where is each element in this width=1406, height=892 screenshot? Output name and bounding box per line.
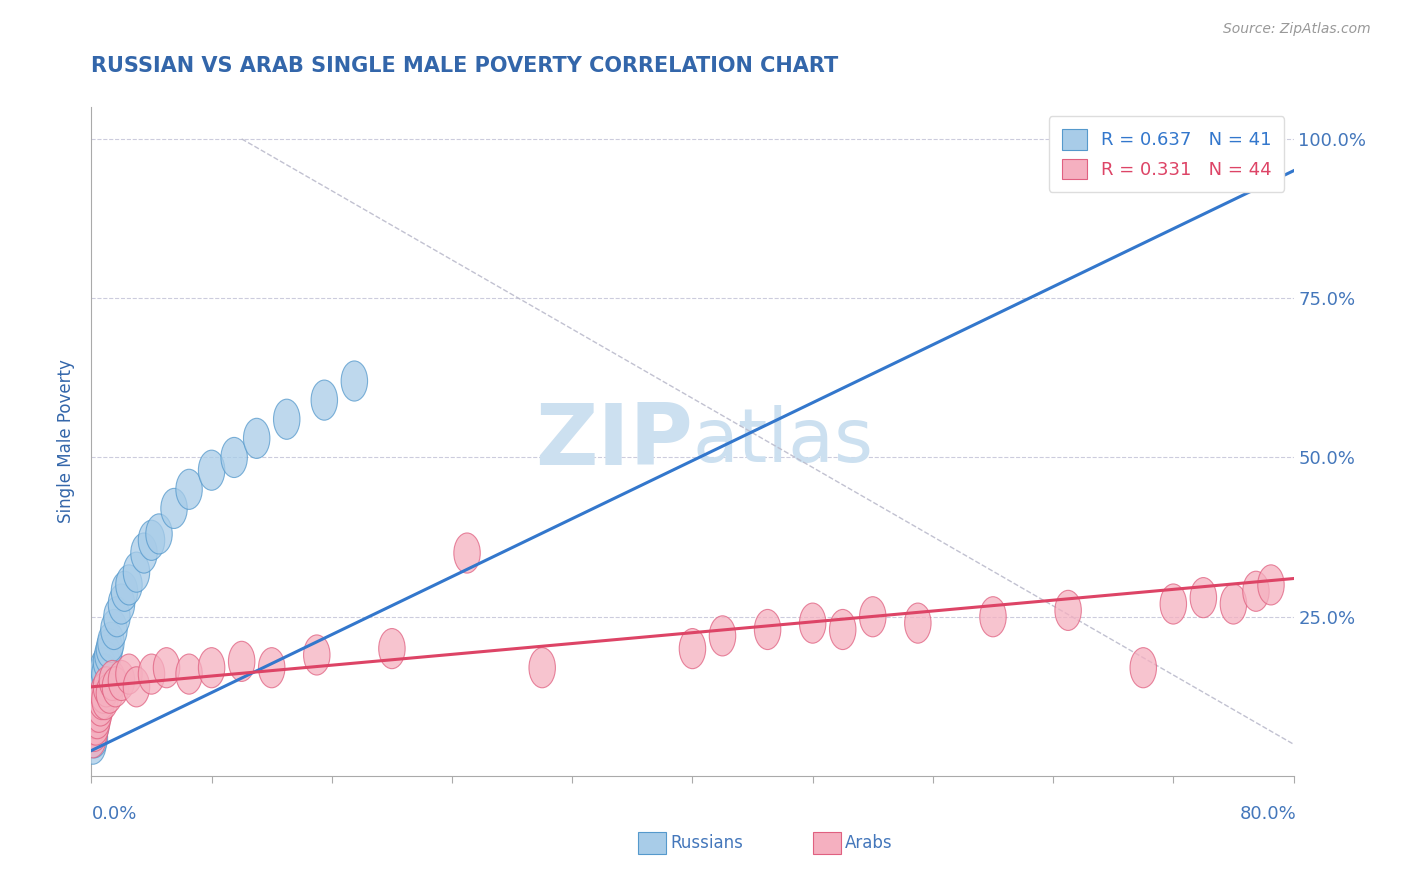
Ellipse shape <box>97 623 124 662</box>
Ellipse shape <box>87 660 114 700</box>
Text: RUSSIAN VS ARAB SINGLE MALE POVERTY CORRELATION CHART: RUSSIAN VS ARAB SINGLE MALE POVERTY CORR… <box>91 56 838 76</box>
Ellipse shape <box>104 597 131 637</box>
Ellipse shape <box>198 648 225 688</box>
Ellipse shape <box>90 648 117 688</box>
Ellipse shape <box>1243 571 1270 611</box>
Ellipse shape <box>228 641 254 681</box>
Ellipse shape <box>93 641 120 681</box>
Ellipse shape <box>84 673 111 714</box>
Ellipse shape <box>153 648 180 688</box>
Ellipse shape <box>115 654 142 694</box>
Ellipse shape <box>259 648 285 688</box>
Ellipse shape <box>124 667 149 706</box>
Ellipse shape <box>91 680 118 720</box>
Ellipse shape <box>96 673 122 714</box>
Ellipse shape <box>83 680 110 720</box>
Ellipse shape <box>221 437 247 477</box>
Ellipse shape <box>91 654 118 694</box>
Ellipse shape <box>89 667 115 706</box>
Ellipse shape <box>800 603 825 643</box>
Ellipse shape <box>709 615 735 656</box>
Ellipse shape <box>83 692 110 732</box>
Text: atlas: atlas <box>692 405 873 478</box>
Ellipse shape <box>80 724 105 764</box>
Ellipse shape <box>86 692 112 732</box>
Ellipse shape <box>160 489 187 528</box>
Ellipse shape <box>82 712 108 751</box>
Ellipse shape <box>198 450 225 491</box>
Ellipse shape <box>100 660 125 700</box>
Ellipse shape <box>80 718 105 758</box>
Ellipse shape <box>176 654 202 694</box>
Ellipse shape <box>1054 591 1081 631</box>
Ellipse shape <box>82 692 108 732</box>
Ellipse shape <box>94 635 121 675</box>
Ellipse shape <box>1189 578 1216 617</box>
Y-axis label: Single Male Poverty: Single Male Poverty <box>58 359 76 524</box>
Ellipse shape <box>342 361 367 401</box>
Ellipse shape <box>80 705 105 745</box>
Ellipse shape <box>108 660 135 700</box>
Ellipse shape <box>311 380 337 420</box>
Ellipse shape <box>454 533 481 574</box>
Ellipse shape <box>82 698 108 739</box>
Ellipse shape <box>101 609 127 649</box>
Text: Russians: Russians <box>671 834 744 852</box>
Ellipse shape <box>755 609 780 649</box>
Ellipse shape <box>84 692 111 732</box>
Ellipse shape <box>89 654 115 694</box>
Ellipse shape <box>529 648 555 688</box>
Text: 80.0%: 80.0% <box>1240 805 1296 822</box>
Ellipse shape <box>111 571 138 611</box>
Ellipse shape <box>96 629 122 669</box>
Ellipse shape <box>980 597 1007 637</box>
Ellipse shape <box>1160 584 1187 624</box>
Ellipse shape <box>89 680 115 720</box>
Ellipse shape <box>83 705 110 745</box>
Ellipse shape <box>84 698 111 739</box>
Ellipse shape <box>87 686 114 726</box>
Ellipse shape <box>138 520 165 560</box>
Legend: R = 0.637   N = 41, R = 0.331   N = 44: R = 0.637 N = 41, R = 0.331 N = 44 <box>1049 116 1285 192</box>
Ellipse shape <box>859 597 886 637</box>
Ellipse shape <box>146 514 172 554</box>
Ellipse shape <box>80 712 105 751</box>
Ellipse shape <box>378 629 405 669</box>
Text: Arabs: Arabs <box>845 834 893 852</box>
Ellipse shape <box>1130 648 1157 688</box>
Ellipse shape <box>274 400 299 440</box>
Ellipse shape <box>80 705 105 745</box>
Ellipse shape <box>176 469 202 509</box>
Ellipse shape <box>83 705 110 745</box>
Ellipse shape <box>304 635 330 675</box>
Ellipse shape <box>1220 584 1247 624</box>
Ellipse shape <box>90 673 117 714</box>
Ellipse shape <box>90 660 117 700</box>
Text: 0.0%: 0.0% <box>91 805 136 822</box>
Text: ZIP: ZIP <box>534 400 692 483</box>
Text: Source: ZipAtlas.com: Source: ZipAtlas.com <box>1223 22 1371 37</box>
Ellipse shape <box>679 629 706 669</box>
Ellipse shape <box>87 673 114 714</box>
Ellipse shape <box>86 667 112 706</box>
Ellipse shape <box>138 654 165 694</box>
Ellipse shape <box>124 552 149 592</box>
Ellipse shape <box>83 686 110 726</box>
Ellipse shape <box>904 603 931 643</box>
Ellipse shape <box>243 418 270 458</box>
Ellipse shape <box>108 584 135 624</box>
Ellipse shape <box>93 667 120 706</box>
Ellipse shape <box>830 609 856 649</box>
Ellipse shape <box>86 680 112 720</box>
Ellipse shape <box>103 667 129 706</box>
Ellipse shape <box>115 565 142 605</box>
Ellipse shape <box>1258 565 1284 605</box>
Ellipse shape <box>82 718 108 758</box>
Ellipse shape <box>131 533 157 574</box>
Ellipse shape <box>82 698 108 739</box>
